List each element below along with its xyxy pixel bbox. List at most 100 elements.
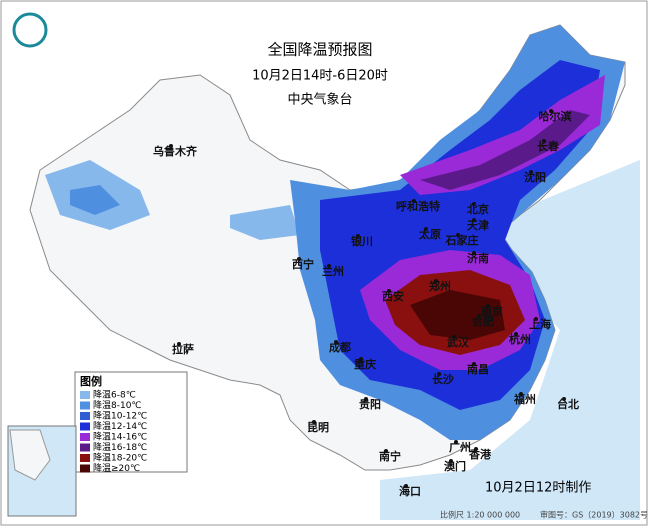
made-time: 10月2日12时制作 <box>485 481 591 496</box>
sea <box>380 160 640 520</box>
region <box>230 205 300 240</box>
city-label: 石家庄 <box>445 233 479 247</box>
region <box>410 290 505 340</box>
region <box>420 110 590 190</box>
legend-title: 图例 <box>80 374 102 388</box>
city-label: 南昌 <box>467 362 489 376</box>
city-dot <box>364 397 368 401</box>
city-label: 成都 <box>329 340 351 354</box>
region <box>400 75 605 195</box>
city-dot <box>519 392 523 396</box>
city-dot <box>456 233 460 237</box>
legend-swatch <box>80 454 90 462</box>
period: 10月2日14时-6日20时 <box>252 69 388 84</box>
scale: 比例尺 1:20 000 000 <box>440 510 520 520</box>
legend-label: 降温16-18℃ <box>93 441 147 453</box>
city-label: 长沙 <box>432 372 454 386</box>
legend-swatch <box>80 391 90 399</box>
city-label: 澳门 <box>444 459 466 473</box>
city-dot <box>514 332 518 336</box>
city-label: 台北 <box>557 397 579 411</box>
legend-label: 降温≥20℃ <box>93 462 140 474</box>
city-label: 南宁 <box>379 449 401 463</box>
city-label: 香港 <box>468 447 492 461</box>
city-dot <box>437 372 441 376</box>
city-label: 重庆 <box>354 357 376 371</box>
city-dot <box>384 449 388 453</box>
city-dot <box>449 459 453 463</box>
city-label: 武汉 <box>447 335 470 349</box>
city-label: 西宁 <box>292 257 314 271</box>
city-label: 太原 <box>418 227 441 241</box>
city-dot <box>477 314 481 318</box>
city-label: 上海 <box>529 317 551 331</box>
city-dot <box>169 144 173 148</box>
city-dot <box>334 340 338 344</box>
city-dot <box>424 227 428 231</box>
city-label: 拉萨 <box>172 342 194 356</box>
city-dot <box>387 289 391 293</box>
city-dot <box>542 139 546 143</box>
city-label: 郑州 <box>429 279 451 293</box>
city-label: 贵阳 <box>359 397 381 411</box>
city-dot <box>534 317 538 321</box>
legend-box <box>74 371 188 473</box>
legend-label: 降温18-20℃ <box>93 452 147 464</box>
legend-label: 降温14-16℃ <box>93 431 147 443</box>
issuer: 中央气象台 <box>287 92 352 108</box>
city-dot <box>412 199 416 203</box>
city-dot <box>472 202 476 206</box>
region <box>70 185 120 215</box>
city-label: 天津 <box>467 218 489 232</box>
city-dot <box>452 335 456 339</box>
city-dot <box>486 304 490 308</box>
city-dot <box>472 218 476 222</box>
city-label: 南京 <box>481 304 503 318</box>
legend-swatch <box>80 412 90 420</box>
city-label: 杭州 <box>509 332 531 346</box>
city-label: 合肥 <box>472 314 494 328</box>
city-dot <box>177 342 181 346</box>
city-dot <box>549 109 553 113</box>
city-label: 广州 <box>449 440 471 454</box>
city-label: 兰州 <box>322 264 344 278</box>
legend-label: 降温10-12℃ <box>93 410 147 422</box>
legend-swatch <box>80 422 90 431</box>
city-label: 哈尔滨 <box>539 109 572 123</box>
city-label: 呼和浩特 <box>396 199 440 213</box>
city-dot <box>404 484 408 488</box>
city-label: 乌鲁木齐 <box>153 144 198 158</box>
city-dot <box>529 170 533 174</box>
city-label: 福州 <box>513 392 536 406</box>
legend-label: 降温8-10℃ <box>93 399 142 411</box>
city-label: 沈阳 <box>524 170 546 184</box>
city-label: 银川 <box>351 234 373 248</box>
city-dot <box>454 440 458 444</box>
city-dot <box>472 362 476 366</box>
city-label: 济南 <box>467 251 489 265</box>
logo <box>12 12 48 48</box>
city-dot <box>359 357 363 361</box>
approval: 审图号：GS（2019）3082号 <box>540 510 648 520</box>
city-dot <box>434 279 438 283</box>
legend-label: 降温12-14℃ <box>93 420 147 432</box>
city-label: 昆明 <box>307 421 329 434</box>
city-dot <box>562 397 566 401</box>
city-dot <box>356 234 360 238</box>
city-label: 海口 <box>399 484 421 498</box>
city-dot <box>297 257 301 261</box>
city-dot <box>327 264 331 268</box>
city-label: 北京 <box>467 202 489 216</box>
title: 全国降温预报图 <box>267 41 372 59</box>
city-label: 长春 <box>537 139 560 153</box>
inset-land <box>9 429 51 481</box>
legend-swatch <box>80 401 90 410</box>
legend-swatch <box>80 443 90 452</box>
city-dot <box>472 251 476 255</box>
city-dot <box>312 420 316 424</box>
legend-swatch <box>80 464 90 473</box>
legend-swatch <box>80 433 90 441</box>
city-dot <box>474 447 478 451</box>
city-label: 西安 <box>382 289 404 303</box>
